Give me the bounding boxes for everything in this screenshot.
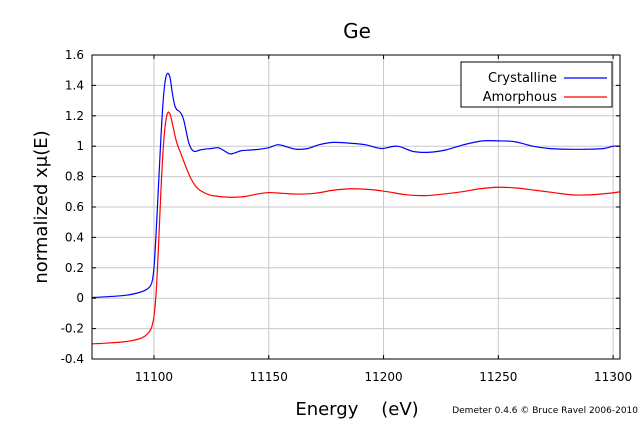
x-tick-label: 11200	[364, 370, 402, 384]
legend-label-amorphous: Amorphous	[483, 90, 558, 105]
y-tick-label: 1	[76, 139, 84, 153]
x-tick-label: 11150	[250, 370, 288, 384]
x-tick-label: 11300	[594, 370, 632, 384]
y-tick-label: 1.4	[65, 78, 84, 92]
x-axis-label: Energy (eV)	[295, 399, 418, 420]
y-axis-label: normalized xμ(E)	[31, 130, 52, 283]
y-tick-label: -0.2	[61, 322, 84, 336]
y-tick-label: 0.8	[65, 170, 84, 184]
credit-text: Demeter 0.4.6 © Bruce Ravel 2006-2010	[452, 406, 638, 416]
legend: Crystalline Amorphous	[460, 61, 613, 108]
legend-box	[460, 61, 613, 108]
series-group	[91, 72, 621, 345]
chart-title: Ge	[343, 19, 371, 43]
y-tick-label: 0.6	[65, 200, 84, 214]
x-tick-label: 11100	[135, 370, 173, 384]
y-tick-label: 1.2	[65, 109, 84, 123]
x-tick-label: 11250	[479, 370, 517, 384]
ticks: -0.4 -0.2 0 0.2 0.4 0.6 0.8 1 1.2 1.4 1.6 11100 1115…	[61, 48, 633, 384]
series-line-crystalline	[91, 72, 621, 299]
y-tick-label: 0	[76, 291, 84, 305]
legend-label-crystalline: Crystalline	[488, 71, 557, 86]
y-tick-label: 0.4	[65, 230, 84, 244]
y-tick-label: -0.4	[61, 352, 84, 366]
y-tick-label: 1.6	[65, 48, 84, 62]
series-line-amorphous	[91, 111, 621, 345]
y-tick-label: 0.2	[65, 261, 84, 275]
